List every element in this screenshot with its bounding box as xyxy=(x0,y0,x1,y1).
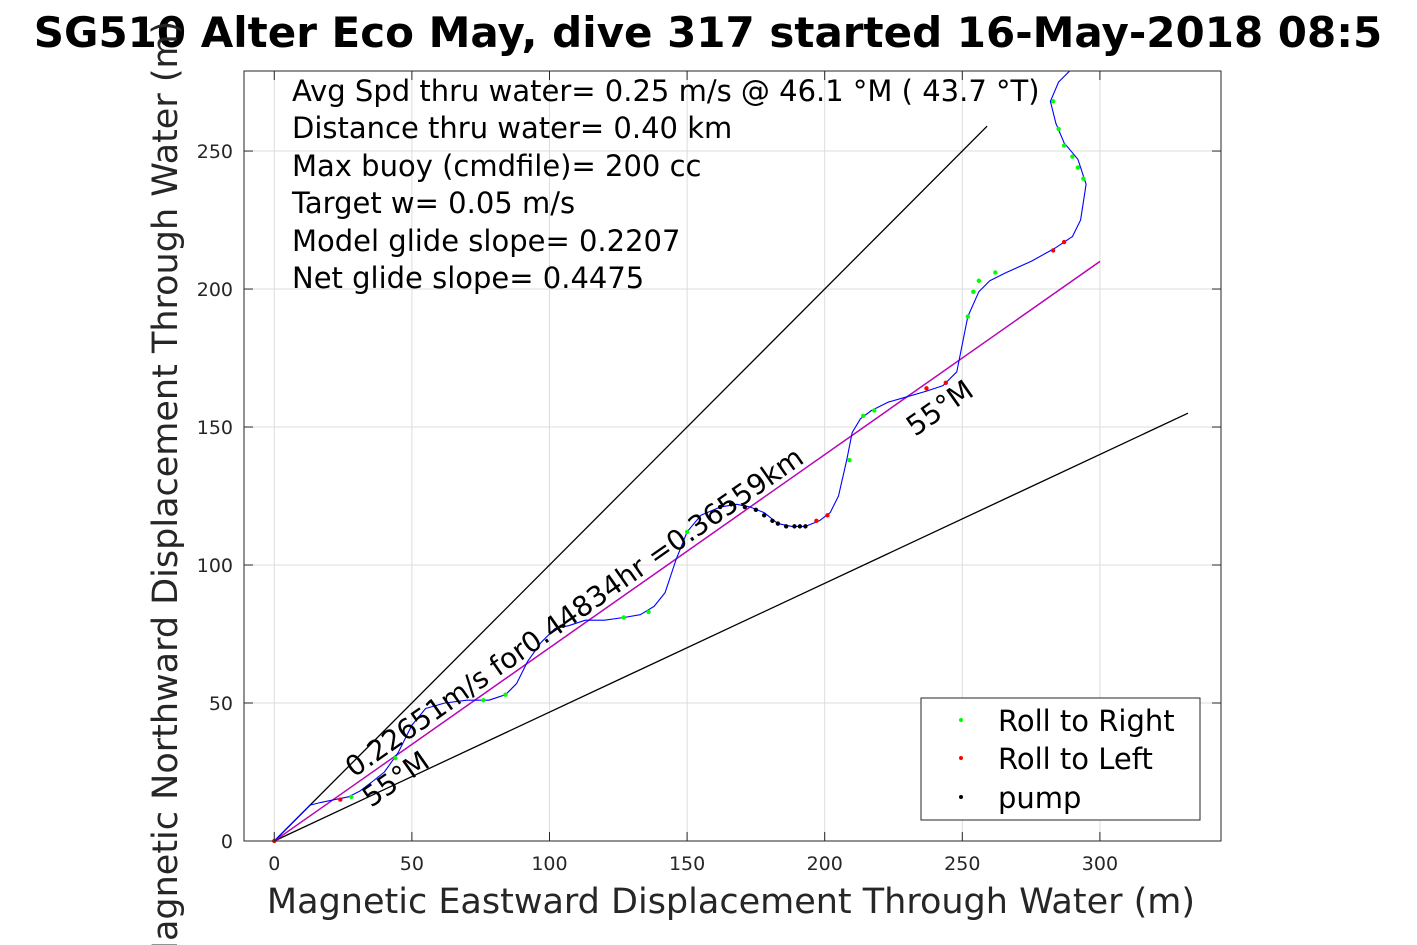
roll-right-point xyxy=(1050,99,1056,104)
legend-label-roll-right: Roll to Right xyxy=(998,704,1175,738)
pump-point xyxy=(797,524,803,529)
x-tick-label: 0 xyxy=(268,853,280,875)
pump-point xyxy=(728,502,734,507)
roll-right-point xyxy=(646,609,651,615)
speed-annotation: 0.22651m/s for0.44834hr =0.36559km xyxy=(339,441,809,784)
legend-marker-roll-right xyxy=(959,718,963,722)
roll-left-point xyxy=(1061,239,1067,245)
plot-axes-box xyxy=(243,70,1222,842)
roll-right-point xyxy=(1056,126,1061,132)
pump-point xyxy=(753,507,759,513)
stat-avg-speed: Avg Spd thru water= 0.25 m/s @ 46.1 °M (… xyxy=(292,74,1040,108)
legend-marker-roll-left xyxy=(959,756,963,760)
pump-point xyxy=(783,524,789,529)
x-tick-label: 300 xyxy=(1082,853,1118,875)
y-tick-label: 200 xyxy=(197,279,233,301)
roll-left-point xyxy=(943,380,948,386)
pump-point xyxy=(761,513,767,518)
stat-target-w: Target w= 0.05 m/s xyxy=(291,186,575,220)
y-tick-label: 100 xyxy=(197,555,233,577)
stats-block: Avg Spd thru water= 0.25 m/s @ 46.1 °M (… xyxy=(291,74,1040,295)
x-tick-label: 50 xyxy=(400,853,424,875)
roll-right-point xyxy=(349,794,354,800)
roll-right-point xyxy=(965,314,971,319)
roll-left-point xyxy=(924,386,929,391)
y-tick-label: 0 xyxy=(221,831,233,853)
roll-right-point xyxy=(684,529,690,535)
roll-right-point xyxy=(1070,154,1075,159)
x-tick-label: 200 xyxy=(807,853,843,875)
pump-point xyxy=(742,504,748,510)
roll-right-point xyxy=(503,692,508,697)
x-tick-label: 100 xyxy=(531,853,567,875)
pump-point xyxy=(561,623,566,628)
roll-left-point xyxy=(825,513,830,518)
y-tick-label: 50 xyxy=(209,693,233,715)
roll-left-point xyxy=(338,797,343,802)
pump-point xyxy=(803,524,808,529)
roll-right-point xyxy=(872,408,877,413)
chart-title: SG510 Alter Eco May, dive 317 started 16… xyxy=(34,8,1383,57)
legend-marker-pump xyxy=(959,795,963,799)
pump-point xyxy=(775,521,781,526)
y-tick-label: 150 xyxy=(197,417,233,439)
points-layer xyxy=(272,99,1086,844)
roll-right-point xyxy=(1081,176,1086,181)
roll-right-point xyxy=(481,698,486,703)
roll-right-point xyxy=(1075,165,1081,170)
roll-left-point xyxy=(814,518,819,524)
stat-max-buoy: Max buoy (cmdfile)= 200 cc xyxy=(292,149,701,183)
roll-right-point xyxy=(847,457,852,463)
pump-point xyxy=(792,524,797,529)
cone-line-1 xyxy=(273,412,1189,842)
axis-ticks: 0 50 100 150 200 250 300 0 50 100 150 200 250 xyxy=(197,71,1221,875)
grid-lines xyxy=(244,71,1221,842)
roll-right-point xyxy=(621,615,626,620)
y-axis-label: Magnetic Northward Displacement Through … xyxy=(146,21,186,945)
pump-point xyxy=(717,504,723,510)
reference-lines xyxy=(273,125,1189,842)
legend-label-roll-left: Roll to Left xyxy=(998,742,1153,776)
y-tick-label: 250 xyxy=(197,141,233,163)
roll-right-point xyxy=(971,289,976,294)
roll-left-point xyxy=(1050,248,1056,253)
x-tick-label: 250 xyxy=(944,853,980,875)
angle-annotation-upper: 55°M xyxy=(900,373,979,442)
roll-right-point xyxy=(993,270,998,275)
legend-label-pump: pump xyxy=(998,781,1081,815)
roll-right-point xyxy=(976,278,982,283)
x-axis-label: Magnetic Eastward Displacement Through W… xyxy=(267,882,1195,922)
stat-model-glide-slope: Model glide slope= 0.2207 xyxy=(292,224,680,258)
roll-right-point xyxy=(861,413,866,419)
legend-box xyxy=(920,697,1201,821)
stat-distance: Distance thru water= 0.40 km xyxy=(292,111,732,145)
legend: Roll to Right Roll to Left pump xyxy=(920,697,1201,821)
pump-point xyxy=(770,518,775,524)
cone-line-0 xyxy=(273,125,988,842)
roll-right-point xyxy=(393,756,398,761)
roll-right-point xyxy=(1061,143,1067,148)
x-tick-label: 150 xyxy=(669,853,705,875)
stat-net-glide-slope: Net glide slope= 0.4475 xyxy=(292,261,644,295)
heading-line xyxy=(273,260,1101,842)
